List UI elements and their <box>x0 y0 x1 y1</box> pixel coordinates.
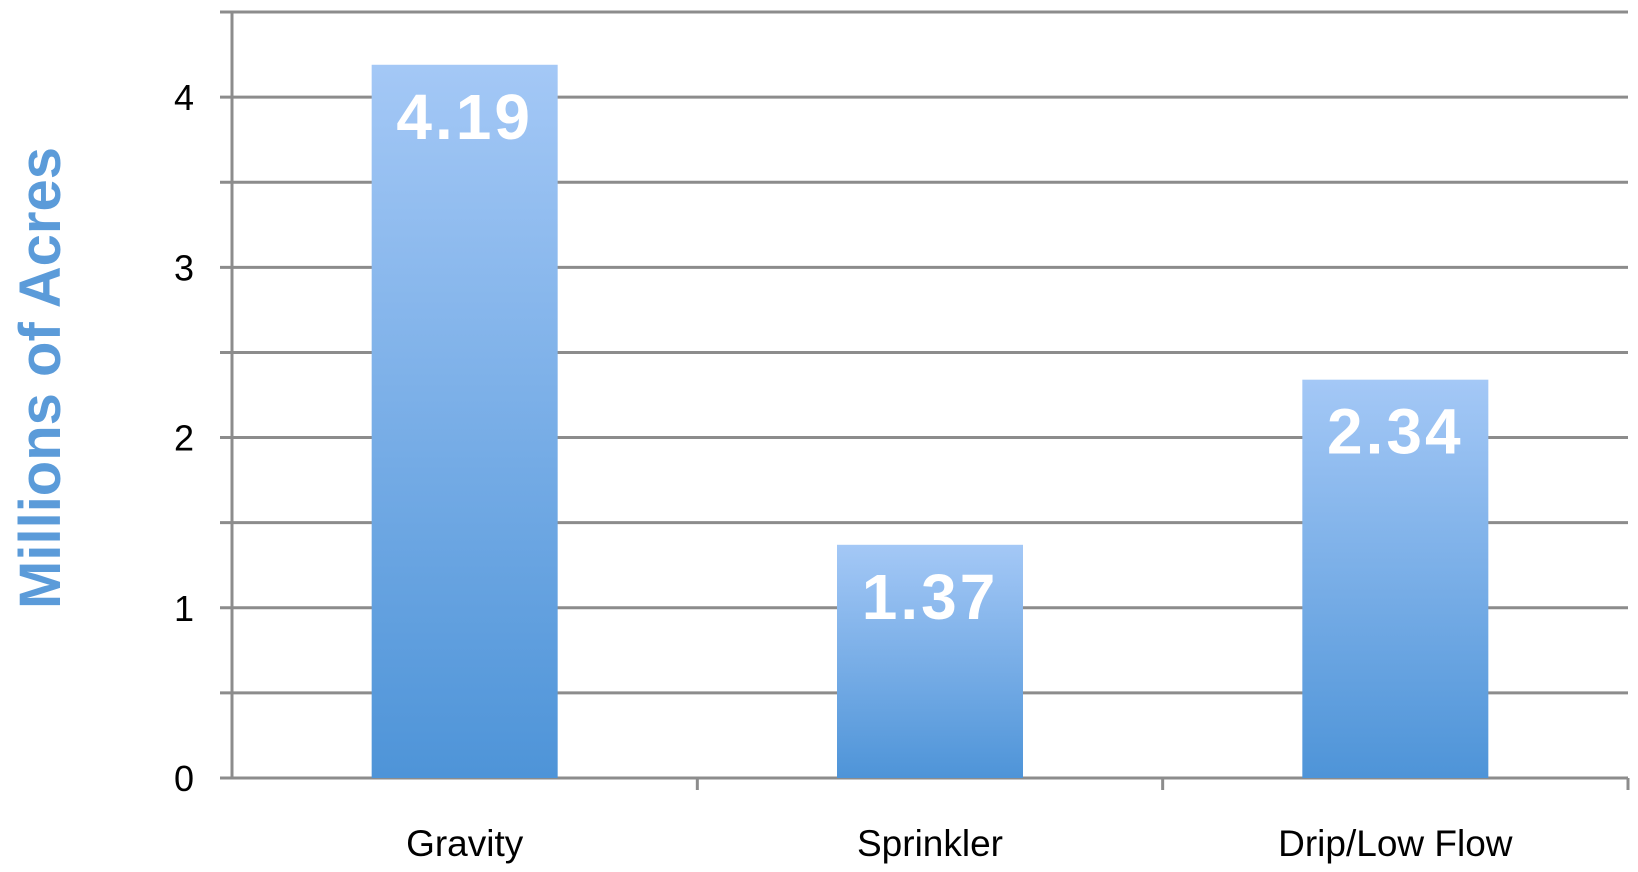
category-label: Gravity <box>406 823 524 864</box>
bar-value-label: 4.19 <box>396 81 533 153</box>
y-tick-label: 0 <box>174 758 194 799</box>
category-label: Drip/Low Flow <box>1278 823 1513 864</box>
labels: 0 1 2 3 4 4.19 Gravity 1.37 Sprinkler 2.34 Drip/Lo… <box>174 77 1513 864</box>
y-tick-label: 3 <box>174 247 194 288</box>
bar-value-label: 1.37 <box>862 561 999 633</box>
bar <box>837 544 1023 778</box>
y-tick-label: 2 <box>174 418 194 459</box>
y-axis-title: Millions of Acres <box>8 147 73 609</box>
bar <box>371 64 558 778</box>
bar <box>1302 379 1489 778</box>
bar-value-label: 2.34 <box>1327 396 1464 468</box>
bars <box>371 64 1489 778</box>
y-tick-label: 4 <box>174 77 194 118</box>
y-tick-label: 1 <box>174 588 194 629</box>
category-label: Sprinkler <box>857 823 1003 864</box>
